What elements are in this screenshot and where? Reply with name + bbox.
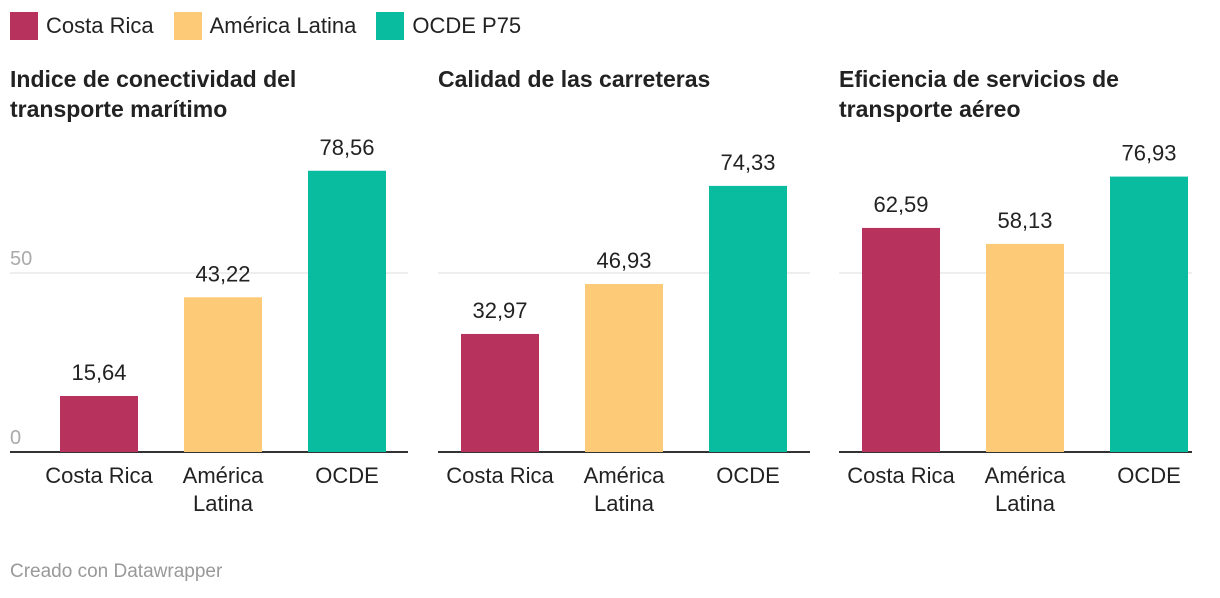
value-label: 32,97 bbox=[472, 298, 527, 323]
x-tick-label: OCDE bbox=[315, 463, 379, 488]
bar bbox=[709, 185, 787, 452]
value-label: 78,56 bbox=[319, 135, 374, 160]
bar bbox=[184, 297, 262, 452]
value-label: 46,93 bbox=[596, 248, 651, 273]
bar bbox=[461, 333, 539, 452]
chart-title: Eficiencia de servicios de transporte aé… bbox=[839, 66, 1119, 122]
value-label: 15,64 bbox=[71, 360, 126, 385]
value-label: 62,59 bbox=[873, 192, 928, 217]
legend-item: América Latina bbox=[173, 12, 357, 40]
legend-item: OCDE P75 bbox=[376, 12, 521, 40]
value-label: 74,33 bbox=[720, 150, 775, 175]
bar bbox=[986, 243, 1064, 452]
chart-title: Calidad de las carreteras bbox=[438, 66, 711, 92]
legend-label: OCDE P75 bbox=[412, 13, 522, 38]
bar bbox=[60, 396, 138, 452]
chart-title: Indice de conectividad del transporte ma… bbox=[10, 66, 297, 122]
y-tick-label: 0 bbox=[10, 427, 21, 449]
bar bbox=[585, 283, 663, 452]
x-tick-label: Costa Rica bbox=[847, 463, 955, 488]
bar bbox=[862, 227, 940, 452]
bar bbox=[308, 170, 386, 453]
x-tick-label: América Latina bbox=[583, 463, 665, 516]
value-label: 43,22 bbox=[195, 261, 250, 286]
x-tick-label: Costa Rica bbox=[446, 463, 554, 488]
legend-swatch bbox=[10, 12, 38, 40]
x-tick-label: Costa Rica bbox=[45, 463, 153, 488]
x-tick-label: América Latina bbox=[182, 463, 264, 516]
x-tick-label: OCDE bbox=[716, 463, 780, 488]
legend-swatch bbox=[173, 12, 202, 40]
value-label: 58,13 bbox=[997, 208, 1052, 233]
legend: Costa Rica América Latina OCDE P75 bbox=[10, 12, 521, 40]
y-tick-label: 50 bbox=[10, 248, 32, 270]
footer: Creado con Datawrapper bbox=[10, 561, 223, 582]
value-label: 76,93 bbox=[1121, 141, 1176, 166]
legend-swatch bbox=[376, 12, 405, 40]
x-tick-label: América Latina bbox=[984, 463, 1066, 516]
legend-label: Costa Rica bbox=[46, 13, 154, 38]
x-tick-label: OCDE bbox=[1117, 463, 1181, 488]
legend-item: Costa Rica bbox=[10, 12, 154, 40]
bar bbox=[1110, 176, 1188, 452]
legend-label: América Latina bbox=[209, 13, 357, 38]
